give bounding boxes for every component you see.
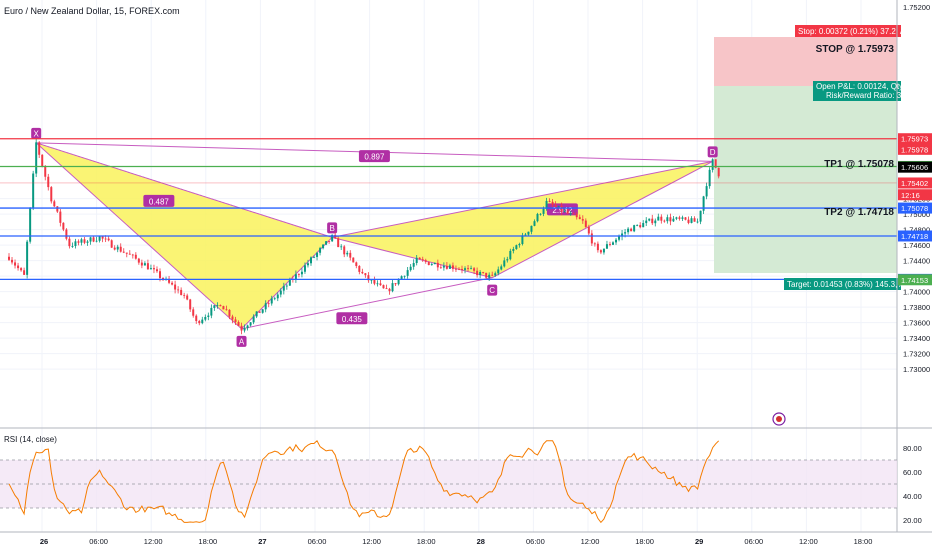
price-tick-label: 1.75200 <box>903 3 930 12</box>
price-tag-text: 1.75973 <box>901 135 928 144</box>
rsi-tick-label: 80.00 <box>903 444 922 453</box>
ratio-label-text: 0.435 <box>342 315 363 324</box>
time-tick-label: 18:00 <box>635 537 654 546</box>
time-tick-label: 06:00 <box>744 537 763 546</box>
stop-zone <box>714 37 897 86</box>
rsi-tick-label: 60.00 <box>903 468 922 477</box>
price-tag: 1.75978 <box>898 143 932 155</box>
time-tick-label: 06:00 <box>526 537 545 546</box>
ratio-label: 0.897 <box>358 150 390 163</box>
open-pl-box: Open P&L: 0.00124, Qty: 0 Risk/Reward Ra… <box>813 81 913 101</box>
price-axis[interactable]: 1.752001.750001.748001.746001.744001.742… <box>896 0 932 532</box>
risk-reward-text: Risk/Reward Ratio: 3.9 <box>826 91 908 100</box>
time-tick-label: 12:00 <box>581 537 600 546</box>
price-tick-label: 1.73000 <box>903 365 930 374</box>
price-tag-text: 1.75078 <box>901 204 928 213</box>
target-info-text: Target: 0.01453 (0.83%) 145.3, Am <box>787 280 911 289</box>
time-tick-label: 12:00 <box>799 537 818 546</box>
time-tick-label: 06:00 <box>89 537 108 546</box>
pattern-bcd-fill <box>332 160 713 279</box>
ratio-label: 0.487 <box>143 194 175 207</box>
price-tag: 1.75973 <box>898 133 932 145</box>
price-levels <box>0 138 897 281</box>
time-tick-label: 06:00 <box>308 537 327 546</box>
pattern-point-label: C <box>489 286 495 295</box>
pattern-point-label: A <box>239 337 245 346</box>
stop-info-box: Stop: 0.00372 (0.21%) 37.2, Am <box>795 25 912 37</box>
price-tag: 1.75402 <box>898 177 932 189</box>
price-tag: 1.75606 <box>898 161 932 173</box>
price-tag: 1.75078 <box>898 202 932 214</box>
pattern-point-x: X <box>31 127 42 139</box>
rsi-tick-label: 20.00 <box>903 516 922 525</box>
price-tick-label: 1.73600 <box>903 319 930 328</box>
price-tag-text: 1.74153 <box>901 276 928 285</box>
price-tag-text: 1.74718 <box>901 232 928 241</box>
time-tick-label: 18:00 <box>854 537 873 546</box>
stop-level-label: STOP @ 1.75973 <box>816 44 895 55</box>
price-tick-label: 1.73400 <box>903 334 930 343</box>
tp1-level-label: TP1 @ 1.75078 <box>824 159 894 170</box>
harmonic-pattern: 0.487 0.897 2.942 0.435 X A B C D <box>31 127 718 347</box>
pattern-ac-line <box>241 277 493 330</box>
time-tick-label: 12:00 <box>362 537 381 546</box>
time-tick-label: 29 <box>695 537 703 546</box>
price-tag-text: 1.75978 <box>901 145 928 154</box>
price-tick-label: 1.73800 <box>903 303 930 312</box>
pattern-point-b: B <box>327 222 338 234</box>
time-tick-label: 18:00 <box>417 537 436 546</box>
price-tick-label: 1.74600 <box>903 241 930 250</box>
stop-info-text: Stop: 0.00372 (0.21%) 37.2, Am <box>798 27 912 36</box>
pattern-point-d: D <box>707 146 718 158</box>
time-tick-label: 12:00 <box>144 537 163 546</box>
tradingview-logo-icon <box>772 412 786 426</box>
pattern-point-c: C <box>487 284 498 296</box>
open-pl-text: Open P&L: 0.00124, Qty: 0 <box>816 82 913 91</box>
price-tick-label: 1.73200 <box>903 350 930 359</box>
price-tag: 12:16 <box>898 189 932 201</box>
tp2-level-label: TP2 @ 1.74718 <box>824 207 894 218</box>
price-tag-text: 12:16 <box>901 191 920 200</box>
rsi-label: RSI (14, close) <box>4 435 57 444</box>
rsi-tick-label: 40.00 <box>903 492 922 501</box>
time-axis[interactable]: 26 06:00 12:00 18:00 27 06:00 12:00 18:00 28 06:0… <box>40 537 873 546</box>
price-tick-label: 1.74400 <box>903 257 930 266</box>
time-tick-label: 26 <box>40 537 48 546</box>
ratio-label-text: 2.942 <box>552 206 573 215</box>
ratio-label: 0.435 <box>336 312 368 325</box>
price-tick-label: 1.74800 <box>903 226 930 235</box>
chart-title: Euro / New Zealand Dollar, 15, FOREX.com <box>4 6 180 16</box>
price-tag-text: 1.75402 <box>901 179 928 188</box>
pattern-point-a: A <box>236 335 247 347</box>
time-tick-label: 18:00 <box>198 537 217 546</box>
price-tag-text: 1.75606 <box>901 163 928 172</box>
time-tick-label: 28 <box>477 537 485 546</box>
rsi-line <box>8 439 720 524</box>
profit-zone <box>714 86 897 273</box>
price-tick-label: 1.74000 <box>903 288 930 297</box>
price-tag: 1.74718 <box>898 230 932 242</box>
rsi-pane: 80.00 60.00 40.00 20.00 <box>0 439 922 525</box>
price-tag: 1.74153 <box>898 274 932 286</box>
time-tick-label: 27 <box>258 537 266 546</box>
ratio-label-text: 0.487 <box>149 197 170 206</box>
price-tick-label: 1.75000 <box>903 210 930 219</box>
pattern-point-label: X <box>34 129 40 138</box>
pattern-point-label: B <box>329 224 334 233</box>
target-info-box: Target: 0.01453 (0.83%) 145.3, Am <box>784 278 911 290</box>
pattern-point-label: D <box>710 148 716 157</box>
ratio-label-text: 0.897 <box>364 153 385 162</box>
